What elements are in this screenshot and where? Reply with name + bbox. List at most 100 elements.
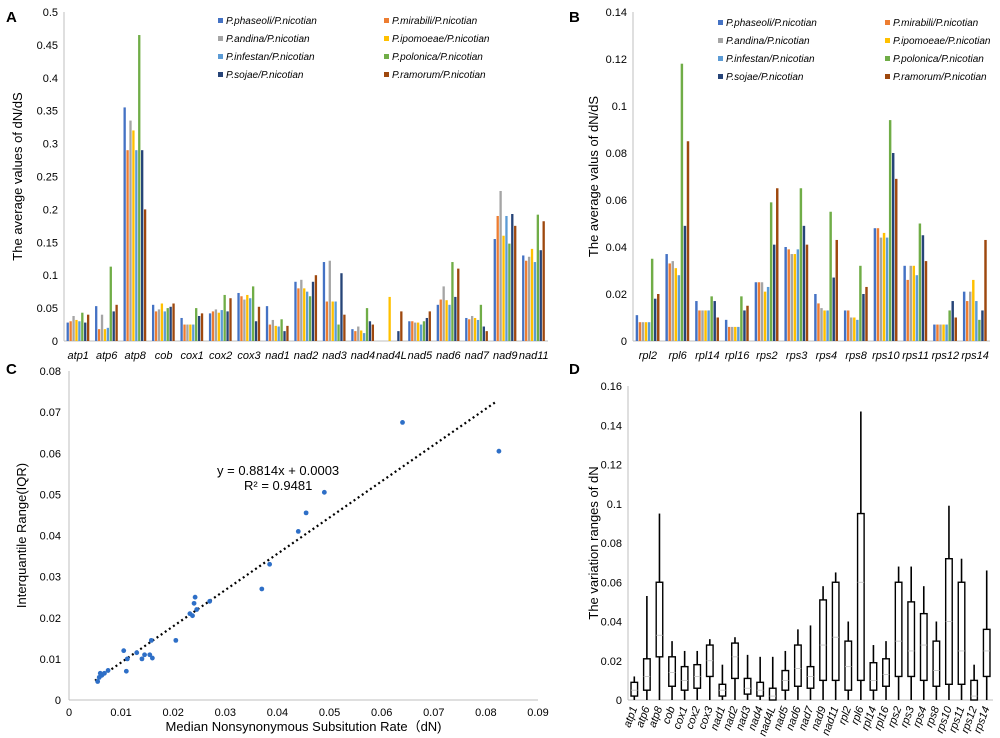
y-tick-label: 0 <box>616 695 622 707</box>
bar <box>160 303 164 341</box>
bar <box>351 329 354 341</box>
y-axis-title: The average valus of dN/dS <box>586 96 601 257</box>
data-point <box>95 679 101 684</box>
bar <box>265 306 269 341</box>
bar <box>135 150 138 341</box>
bar <box>274 325 277 341</box>
bar <box>126 150 129 341</box>
bar <box>428 311 431 341</box>
y-tick-label: 0.02 <box>606 289 627 301</box>
x-tick-label: 0.04 <box>267 707 288 719</box>
data-point <box>124 656 130 662</box>
bar <box>525 260 528 341</box>
x-tick-label: 0.02 <box>163 707 184 719</box>
x-category-label: cob <box>661 705 678 726</box>
bar <box>411 321 414 341</box>
y-tick-label: 0.25 <box>37 172 58 184</box>
panel-letter-c: C <box>6 361 17 378</box>
bar <box>408 321 411 341</box>
bar <box>933 324 936 341</box>
y-axis-title: Interquantile Range(IQR) <box>14 463 29 608</box>
legend-swatch <box>885 74 890 79</box>
bar <box>814 294 817 341</box>
bar <box>505 215 508 341</box>
bar <box>746 305 749 341</box>
bar <box>713 301 716 341</box>
bar <box>876 228 880 341</box>
bar <box>343 314 346 341</box>
bar <box>879 237 883 341</box>
bar <box>829 211 832 341</box>
bar <box>195 308 198 341</box>
x-category-label: rpl6 <box>668 350 687 362</box>
y-tick-label: 0.06 <box>40 448 61 460</box>
data-point <box>267 561 273 567</box>
x-category-label: atp6 <box>96 350 118 362</box>
bar <box>743 310 746 341</box>
bar <box>763 291 767 341</box>
bar <box>530 248 534 341</box>
bar <box>220 310 223 341</box>
bar <box>141 150 144 341</box>
y-axis-title: The average values of dN/dS <box>10 92 25 261</box>
bar <box>832 277 835 341</box>
data-point <box>123 668 129 674</box>
bar <box>769 202 773 341</box>
y-tick-label: 0 <box>55 695 61 707</box>
bar <box>965 301 969 341</box>
bar <box>123 107 126 341</box>
legend-entry: P.sojae/P.nicotian <box>726 72 804 83</box>
bar <box>439 299 442 341</box>
bar <box>793 254 797 341</box>
bar <box>371 324 375 341</box>
x-tick-label: 0 <box>66 707 72 719</box>
bar <box>962 291 966 341</box>
box <box>932 640 941 687</box>
bar <box>650 258 654 341</box>
trendline <box>94 400 497 682</box>
bar <box>465 317 468 341</box>
legend-swatch <box>384 54 389 59</box>
bar <box>223 294 226 341</box>
bar <box>695 301 698 341</box>
bar <box>183 324 186 341</box>
bar <box>237 292 240 341</box>
bar <box>240 296 243 341</box>
bar <box>796 249 800 341</box>
bar <box>945 324 948 341</box>
bar <box>300 279 303 341</box>
y-tick-label: 0.12 <box>606 54 627 66</box>
bar <box>314 275 318 341</box>
panel-a-bar-chart: 0 0.05 0.1 0.15 0.2 0.25 0.3 0.35 0.4 0.45 0.5 atp1… <box>10 7 549 362</box>
x-category-label: nad4 <box>351 350 375 362</box>
box <box>844 640 853 691</box>
bar <box>683 225 687 341</box>
bar <box>115 304 118 341</box>
panel-letter-a: A <box>6 9 17 26</box>
bar <box>978 319 981 341</box>
data-point <box>321 489 327 495</box>
bar <box>226 311 229 341</box>
legend-entry: P.mirabili/P.nicotian <box>392 16 478 27</box>
box <box>907 601 916 678</box>
bar <box>354 331 357 341</box>
bar <box>132 130 135 341</box>
bar <box>476 319 480 341</box>
bar <box>468 319 471 341</box>
x-category-label: rps10 <box>872 350 900 362</box>
legend-entry: P.ipomoeae/P.nicotian <box>893 36 991 47</box>
bar <box>334 301 337 341</box>
bar <box>668 263 671 341</box>
y-tick-label: 0.1 <box>43 270 58 282</box>
bar <box>527 256 531 341</box>
bar <box>103 329 107 341</box>
box <box>680 665 689 691</box>
bar <box>151 304 155 341</box>
bar <box>129 120 132 341</box>
bar <box>906 279 909 341</box>
x-category-label: cox3 <box>237 350 261 362</box>
x-category-label: nad4L <box>376 350 407 362</box>
bar <box>918 223 922 341</box>
y-tick-label: 0.05 <box>40 489 61 501</box>
bar <box>638 322 642 341</box>
